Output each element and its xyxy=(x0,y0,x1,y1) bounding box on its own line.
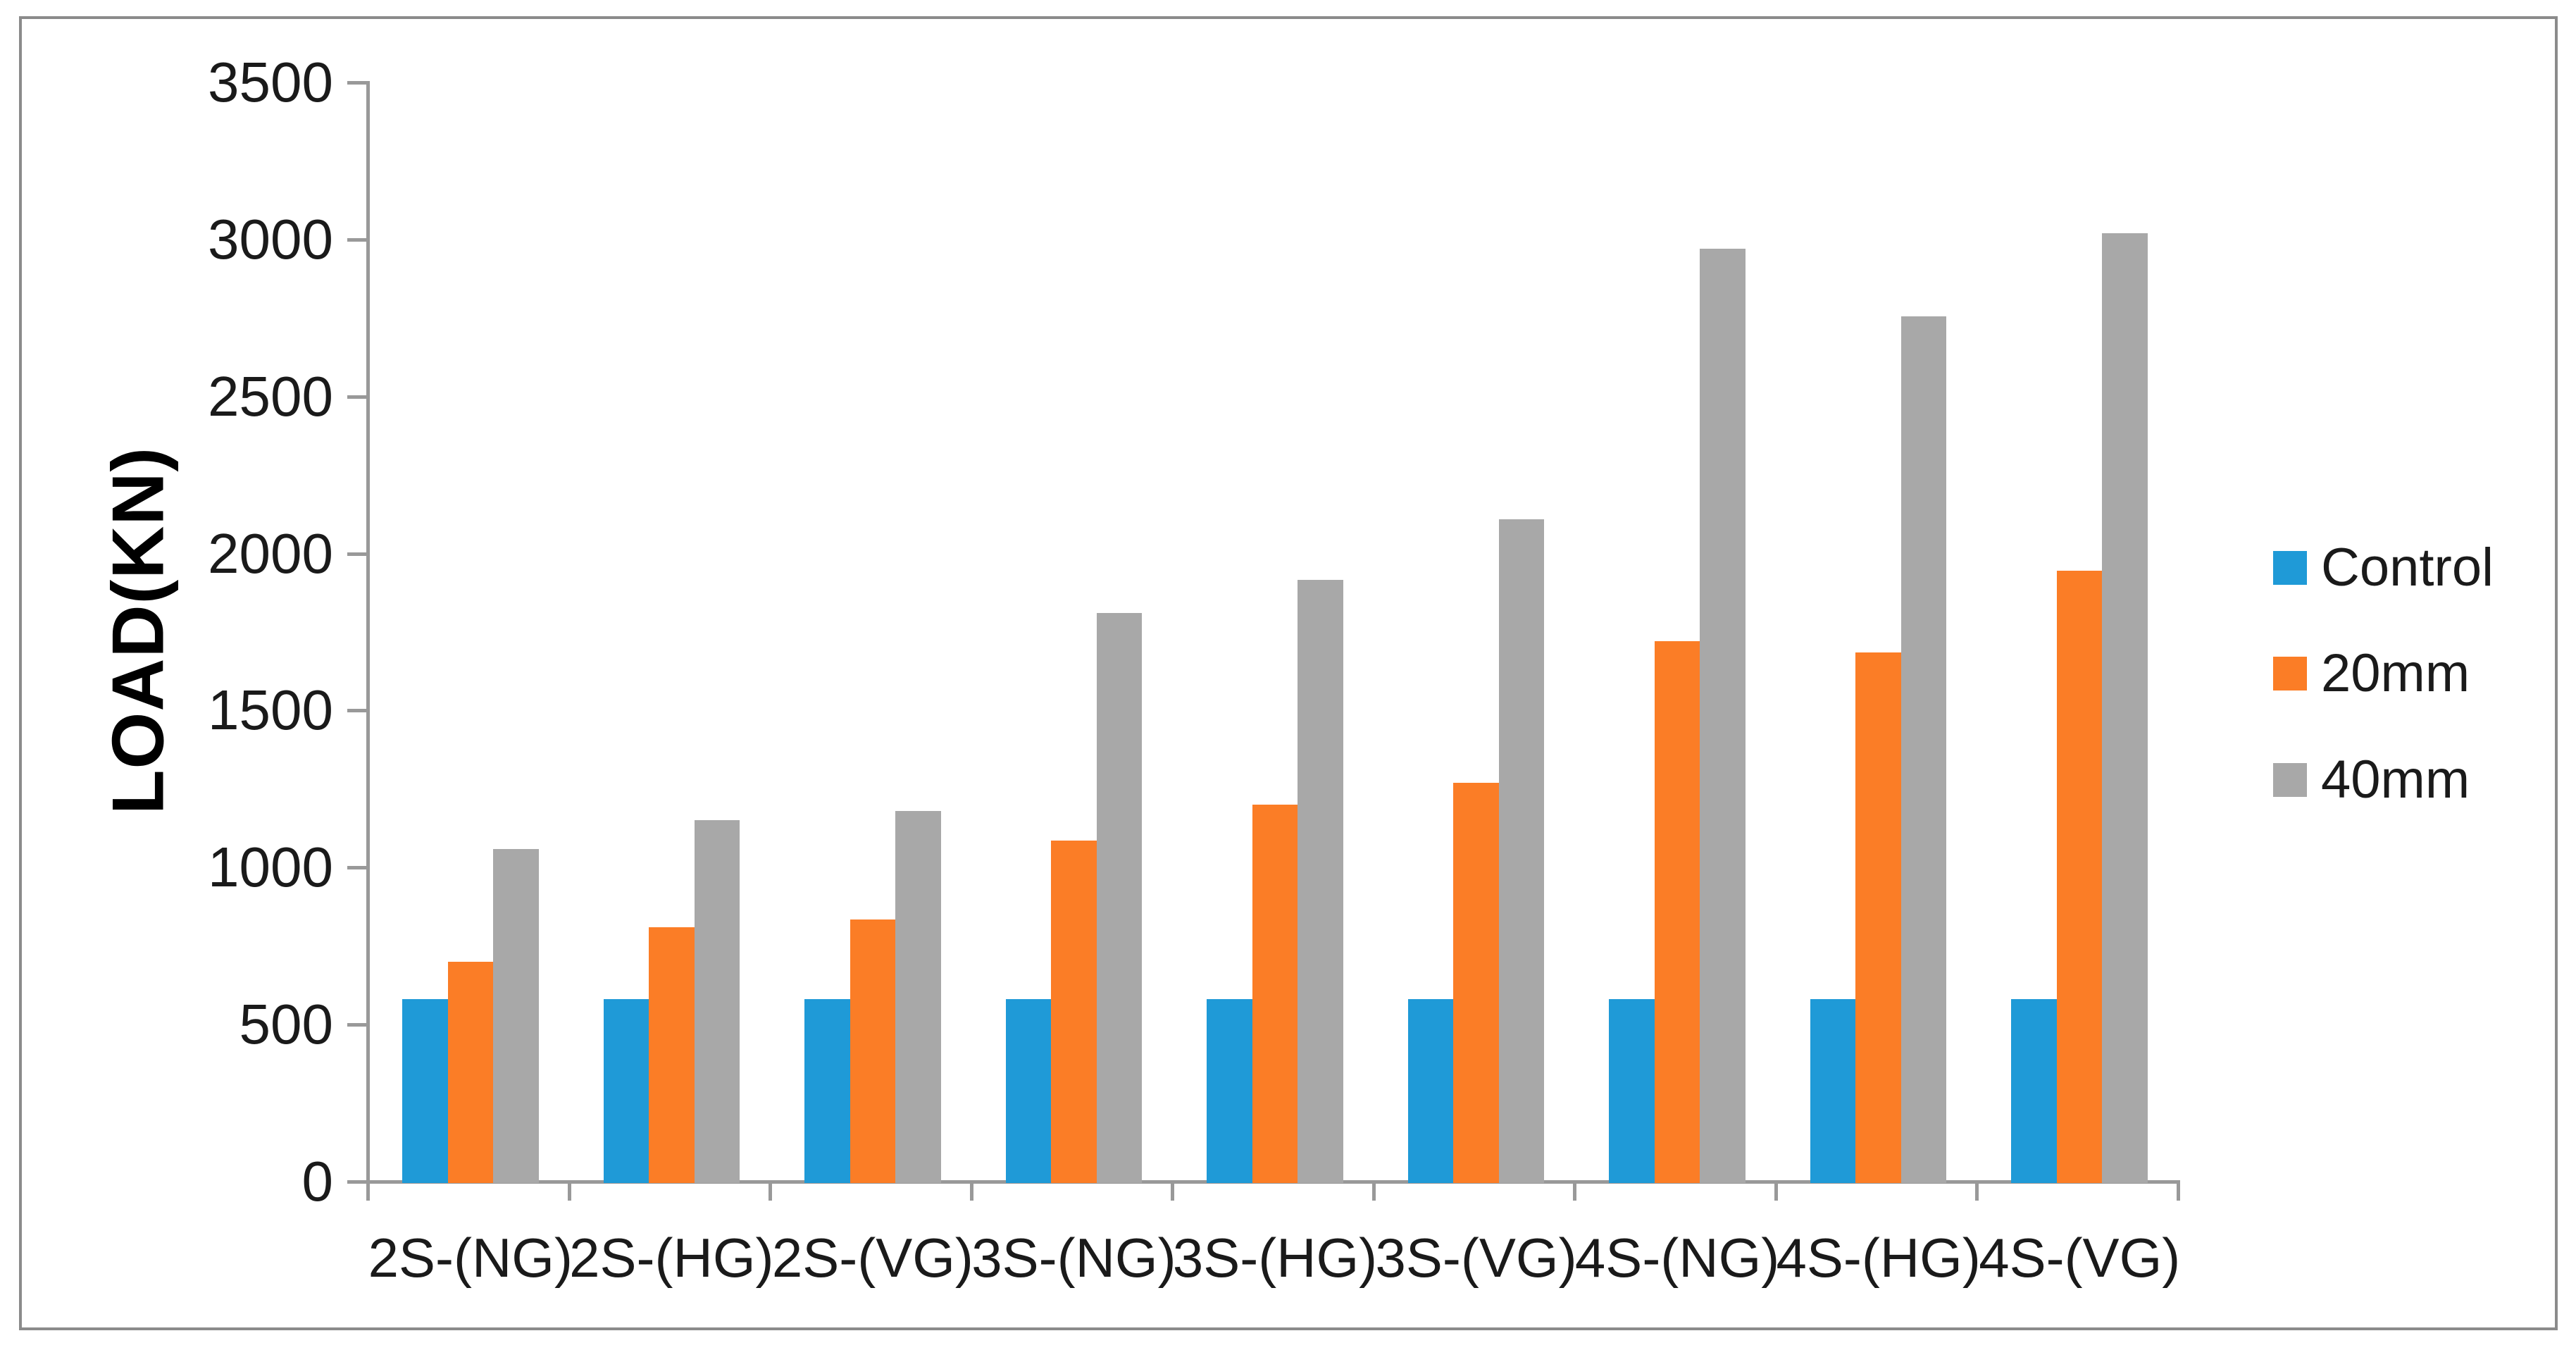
bar-Control-4S-(NG) xyxy=(1609,999,1655,1183)
chart-border xyxy=(19,16,2558,1330)
y-tick-mark xyxy=(347,552,366,556)
x-tick-mark xyxy=(567,1180,571,1201)
bar-20mm-2S-(VG) xyxy=(850,919,896,1183)
bar-20mm-3S-(NG) xyxy=(1051,841,1097,1183)
legend-swatch-20mm xyxy=(2273,657,2307,691)
x-tick-mark xyxy=(1975,1180,1979,1201)
bar-Control-4S-(HG) xyxy=(1810,999,1856,1183)
bar-Control-2S-(HG) xyxy=(603,999,649,1183)
bar-40mm-2S-(VG) xyxy=(895,811,941,1183)
legend-label-40mm: 40mm xyxy=(2321,750,2470,810)
legend-swatch-40mm xyxy=(2273,763,2307,797)
y-tick-mark xyxy=(347,81,366,85)
x-tick-mark xyxy=(769,1180,773,1201)
x-tick-mark xyxy=(1573,1180,1577,1201)
y-tick-mark xyxy=(347,709,366,713)
x-tick-mark xyxy=(969,1180,973,1201)
bar-40mm-4S-(HG) xyxy=(1900,316,1947,1183)
y-axis-title: LOAD(KN) xyxy=(97,446,180,815)
y-tick-label: 3500 xyxy=(208,51,333,113)
x-category-label: 4S-(HG) xyxy=(1776,1227,1981,1289)
bar-20mm-4S-(NG) xyxy=(1654,641,1700,1183)
legend-swatch-Control xyxy=(2273,551,2307,585)
bar-40mm-2S-(HG) xyxy=(694,820,740,1183)
bar-40mm-3S-(HG) xyxy=(1298,580,1343,1183)
x-category-label: 3S-(NG) xyxy=(971,1227,1176,1289)
bar-40mm-3S-(VG) xyxy=(1498,519,1545,1183)
y-axis-line xyxy=(366,81,370,1201)
x-tick-mark xyxy=(2177,1180,2180,1201)
bar-20mm-3S-(VG) xyxy=(1453,782,1499,1183)
y-tick-mark xyxy=(347,237,366,242)
y-tick-label: 3000 xyxy=(208,207,333,271)
y-tick-label: 2000 xyxy=(208,521,333,585)
bar-40mm-4S-(NG) xyxy=(1700,249,1746,1183)
bar-Control-3S-(HG) xyxy=(1207,999,1252,1183)
bar-40mm-3S-(NG) xyxy=(1096,613,1143,1183)
x-category-label: 3S-(HG) xyxy=(1172,1227,1378,1289)
bar-Control-3S-(NG) xyxy=(1005,999,1052,1183)
bar-20mm-4S-(VG) xyxy=(2056,571,2103,1183)
bar-Control-2S-(VG) xyxy=(804,999,850,1183)
bar-20mm-2S-(NG) xyxy=(447,962,494,1183)
x-category-label: 2S-(HG) xyxy=(569,1227,774,1289)
legend-label-20mm: 20mm xyxy=(2321,643,2470,703)
y-tick-mark xyxy=(347,866,366,870)
x-tick-mark xyxy=(1371,1180,1376,1201)
x-category-label: 4S-(VG) xyxy=(1979,1227,2181,1289)
x-category-label: 2S-(NG) xyxy=(368,1227,573,1289)
x-tick-mark xyxy=(1171,1180,1175,1201)
x-category-label: 4S-(NG) xyxy=(1574,1227,1780,1289)
y-tick-mark xyxy=(347,1180,366,1184)
y-tick-mark xyxy=(347,395,366,399)
bar-20mm-4S-(HG) xyxy=(1855,652,1901,1183)
y-tick-label: 1500 xyxy=(208,679,333,742)
bar-Control-4S-(VG) xyxy=(2011,999,2057,1183)
bar-40mm-2S-(NG) xyxy=(493,848,539,1183)
x-category-label: 3S-(VG) xyxy=(1375,1227,1577,1289)
y-tick-label: 2500 xyxy=(208,364,333,428)
y-tick-label: 0 xyxy=(301,1150,334,1213)
bar-40mm-4S-(VG) xyxy=(2102,233,2148,1183)
y-tick-label: 1000 xyxy=(208,836,333,899)
x-category-label: 2S-(VG) xyxy=(771,1227,973,1289)
bar-20mm-2S-(HG) xyxy=(649,927,695,1183)
x-tick-mark xyxy=(1774,1180,1778,1201)
y-tick-mark xyxy=(347,1023,366,1027)
bar-Control-2S-(NG) xyxy=(402,999,448,1183)
bar-Control-3S-(VG) xyxy=(1407,999,1454,1183)
legend-label-Control: Control xyxy=(2321,538,2494,597)
bar-20mm-3S-(HG) xyxy=(1252,805,1298,1183)
y-tick-label: 500 xyxy=(239,993,333,1056)
